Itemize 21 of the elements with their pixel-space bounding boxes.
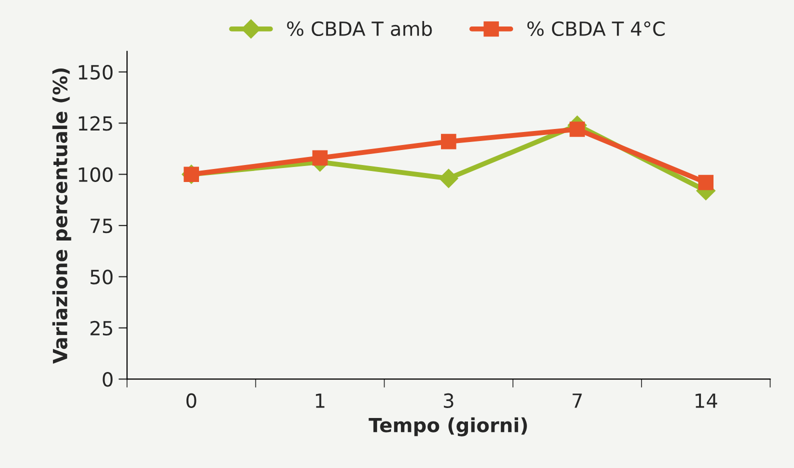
x-tick-label: 3 [444,393,454,408]
y-axis-title: Variazione percentuale (%) [52,68,72,364]
x-tick-label: 0 [186,393,196,408]
point [312,150,328,166]
y-tick-label: 75 [90,218,112,234]
y-tick-label: 25 [90,320,112,336]
x-tick-label: 1 [316,394,324,408]
y-tick-label: 100 [78,167,113,182]
point [440,134,456,150]
x-tick-label: 7 [572,394,582,408]
y-tick-label: 50 [90,270,113,284]
legend-label: % CBDA T 4°C [527,21,665,36]
x-tick-label: 14 [696,394,718,408]
y-tick-label: 125 [78,116,112,131]
x-axis-title: Tempo (giorni) [368,417,527,436]
point [570,122,585,137]
y-tick-label: 150 [78,64,113,80]
point [698,174,714,190]
y-tick-label: 0 [102,372,113,387]
legend-label: % CBDA T amb [287,20,432,36]
point [439,168,458,188]
